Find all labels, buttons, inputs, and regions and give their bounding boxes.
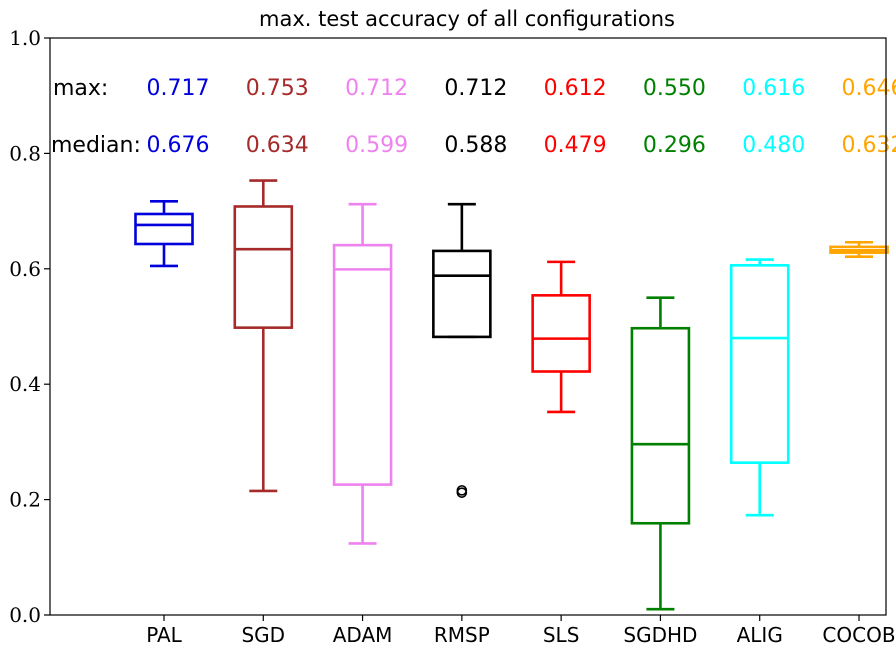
x-tick-label: SGDHD	[623, 623, 697, 647]
median-value-label: 0.479	[544, 133, 607, 158]
max-value-label: 0.712	[444, 76, 507, 101]
y-tick-label: 1.0	[9, 26, 41, 50]
median-value-label: 0.588	[444, 133, 507, 158]
y-tick-label: 0.6	[9, 257, 41, 281]
x-tick-label: COCOB	[822, 623, 895, 647]
max-row-label: max:	[53, 76, 108, 101]
x-tick-label: ALIG	[737, 623, 783, 647]
box-iqr	[233, 205, 294, 329]
median-value-label: 0.296	[643, 133, 706, 158]
y-tick-label: 0.4	[9, 372, 41, 396]
y-tick-label: 0.0	[9, 603, 41, 627]
box-iqr	[134, 212, 194, 246]
x-tick-label: SLS	[543, 623, 580, 647]
y-tick-label: 0.2	[9, 488, 41, 512]
plot-frame	[49, 37, 887, 616]
chart-title: max. test accuracy of all configurations	[259, 7, 675, 31]
plot-area: 0.0 0.2 0.4 0.6 0.8 1.0 PAL 0.717 0.676 SGD 0.753 0…	[9, 26, 896, 647]
y-tick-label: 0.8	[9, 141, 41, 165]
box-iqr	[531, 294, 591, 373]
median-value-label: 0.480	[742, 133, 805, 158]
box-iqr	[729, 264, 790, 464]
x-tick-label: ADAM	[333, 623, 393, 647]
median-value-label: 0.599	[345, 133, 408, 158]
x-tick-label: PAL	[146, 623, 182, 647]
median-value-label: 0.632	[842, 133, 896, 158]
max-value-label: 0.712	[345, 76, 408, 101]
median-value-label: 0.634	[246, 133, 309, 158]
max-value-label: 0.646	[842, 76, 896, 101]
box-iqr	[432, 249, 492, 339]
box-flier-point	[456, 487, 468, 498]
max-value-label: 0.717	[147, 76, 210, 101]
max-value-label: 0.616	[742, 76, 805, 101]
box-iqr	[630, 326, 691, 525]
x-tick-label: SGD	[241, 623, 285, 647]
max-value-label: 0.753	[246, 76, 309, 101]
x-tick-label: RMSP	[434, 623, 490, 647]
median-value-label: 0.676	[147, 133, 210, 158]
max-value-label: 0.550	[643, 76, 706, 101]
median-row-label: median:	[51, 133, 141, 158]
max-value-label: 0.612	[544, 76, 607, 101]
box-iqr	[332, 243, 393, 486]
